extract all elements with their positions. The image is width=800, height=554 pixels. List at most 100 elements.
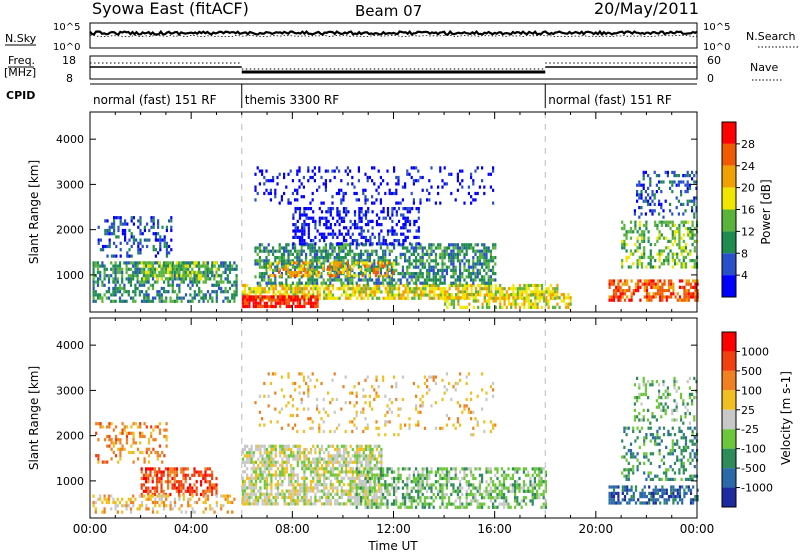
heatmap-cell xyxy=(360,249,363,253)
heatmap-cell xyxy=(101,261,104,265)
heatmap-cell xyxy=(134,286,137,291)
heatmap-cell xyxy=(171,270,174,275)
heatmap-cell xyxy=(248,495,251,500)
heatmap-cell xyxy=(689,282,693,286)
heatmap-cell xyxy=(296,198,299,202)
heatmap-cell xyxy=(329,242,332,246)
heatmap-cell xyxy=(608,295,611,299)
heatmap-cell xyxy=(226,277,229,281)
heatmap-cell xyxy=(323,457,326,461)
heatmap-cell xyxy=(472,293,475,297)
heatmap-cell xyxy=(483,275,486,279)
heatmap-cell xyxy=(156,494,159,498)
heatmap-cell xyxy=(110,274,113,278)
heatmap-cell xyxy=(378,216,381,220)
heatmap-cell xyxy=(303,473,306,477)
heatmap-cell xyxy=(358,287,361,291)
heatmap-cell xyxy=(165,254,168,258)
heatmap-cell xyxy=(169,473,172,477)
heatmap-cell xyxy=(684,183,687,187)
heatmap-cell xyxy=(448,283,451,288)
heatmap-cell xyxy=(512,302,515,306)
heatmap-cell xyxy=(180,467,183,471)
heatmap-cell xyxy=(320,447,324,452)
heatmap-cell xyxy=(671,220,674,224)
heatmap-cell xyxy=(180,267,183,271)
heatmap-cell xyxy=(152,222,155,226)
heatmap-cell xyxy=(278,281,281,285)
heatmap-cell xyxy=(132,235,135,239)
heatmap-cell xyxy=(342,489,346,493)
heatmap-cell xyxy=(342,235,346,239)
heatmap-cell xyxy=(280,252,283,256)
heatmap-cell xyxy=(441,249,444,253)
heatmap-cell xyxy=(303,486,306,490)
heatmap-cell xyxy=(274,495,277,500)
heatmap-cell xyxy=(492,169,495,173)
heatmap-cell xyxy=(290,451,293,455)
heatmap-cell xyxy=(298,499,302,503)
heatmap-cell xyxy=(364,201,367,205)
heatmap-cell xyxy=(265,499,269,503)
heatmap-cell xyxy=(163,454,166,458)
heatmap-cell xyxy=(378,235,381,239)
heatmap-cell xyxy=(331,169,334,173)
heatmap-cell xyxy=(123,286,126,291)
heatmap-cell xyxy=(351,281,354,285)
heatmap-cell xyxy=(393,246,396,250)
heatmap-cell xyxy=(147,494,150,498)
heatmap-cell xyxy=(384,249,387,253)
heatmap-cell xyxy=(184,270,188,275)
heatmap-cell xyxy=(371,287,374,291)
heatmap-cell xyxy=(554,290,557,294)
heatmap-cell xyxy=(259,479,262,484)
heatmap-cell xyxy=(309,293,313,297)
heatmap-cell xyxy=(512,299,515,303)
heatmap-cell xyxy=(301,239,304,243)
heatmap-cell xyxy=(452,268,455,272)
heatmap-cell xyxy=(154,497,157,501)
heatmap-cell xyxy=(391,283,394,288)
heatmap-cell xyxy=(521,302,524,306)
heatmap-cell xyxy=(393,287,396,291)
heatmap-cell xyxy=(110,232,113,236)
heatmap-cell xyxy=(189,277,192,281)
heatmap-cell xyxy=(311,272,314,276)
heatmap-cell xyxy=(162,504,166,508)
heatmap-cell xyxy=(444,293,447,297)
heatmap-cell xyxy=(342,470,346,474)
heatmap-cell xyxy=(121,431,124,435)
heatmap-cell xyxy=(290,304,293,309)
heatmap-cell xyxy=(410,272,413,276)
heatmap-cell xyxy=(395,188,398,192)
heatmap-cell xyxy=(256,246,259,250)
heatmap-cell xyxy=(404,182,407,186)
heatmap-cell xyxy=(311,191,314,196)
heatmap-cell xyxy=(327,226,330,230)
heatmap-cell xyxy=(344,169,347,173)
heatmap-cell xyxy=(638,220,641,224)
heatmap-cell xyxy=(105,267,108,271)
heatmap-cell xyxy=(489,278,492,282)
heatmap-cell xyxy=(252,290,255,294)
heatmap-cell xyxy=(549,296,552,300)
heatmap-cell xyxy=(689,233,692,237)
heatmap-cell xyxy=(103,438,107,442)
heatmap-cell xyxy=(92,290,95,294)
heatmap-cell xyxy=(314,298,317,302)
heatmap-cell xyxy=(292,290,295,294)
heatmap-cell xyxy=(215,261,218,265)
heatmap-cell xyxy=(268,502,271,506)
heatmap-cell xyxy=(159,241,162,245)
heatmap-cell xyxy=(323,479,326,484)
heatmap-cell xyxy=(529,299,533,303)
heatmap-cell xyxy=(162,473,165,477)
heatmap-cell xyxy=(173,290,177,294)
heatmap-cell xyxy=(285,304,288,309)
heatmap-cell xyxy=(101,280,104,284)
heatmap-cell xyxy=(252,492,255,496)
heatmap-cell xyxy=(300,249,303,253)
heatmap-cell xyxy=(258,182,261,186)
heatmap-cell xyxy=(390,274,393,278)
heatmap-cell xyxy=(630,295,633,299)
